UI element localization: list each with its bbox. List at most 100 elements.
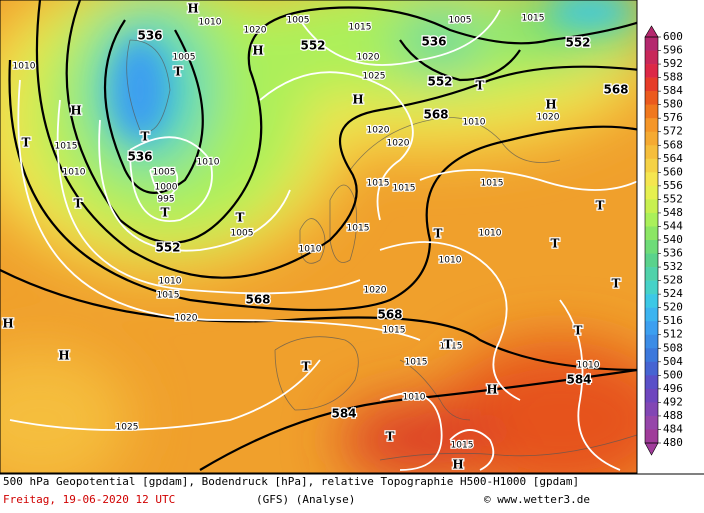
pressure-center: T bbox=[386, 430, 395, 444]
pressure-label: 1005 bbox=[287, 16, 310, 26]
colorbar-label: 592 bbox=[663, 57, 683, 70]
colorbar-label: 556 bbox=[663, 179, 683, 192]
colorbar-label: 532 bbox=[663, 260, 683, 273]
pressure-label: 1010 bbox=[199, 18, 222, 28]
isobars bbox=[9, 9, 637, 471]
colorbar-label: 568 bbox=[663, 138, 683, 151]
pressure-center: H bbox=[58, 349, 69, 363]
colorbar-label: 540 bbox=[663, 233, 683, 246]
pressure-label: 1005 bbox=[231, 229, 254, 239]
colorbar-label: 536 bbox=[663, 247, 683, 260]
colorbar-label: 596 bbox=[663, 44, 683, 57]
colorbar-swatch bbox=[645, 104, 658, 119]
colorbar-label: 504 bbox=[663, 355, 683, 368]
pressure-center: H bbox=[252, 44, 263, 58]
colorbar-label: 560 bbox=[663, 165, 683, 178]
pressure-label: 1010 bbox=[479, 229, 502, 239]
pressure-center: T bbox=[612, 277, 621, 291]
pressure-center: H bbox=[452, 458, 463, 472]
colorbar-label: 500 bbox=[663, 368, 683, 381]
colorbar-swatch bbox=[645, 118, 658, 133]
colorbar-swatch bbox=[645, 158, 658, 173]
colorbar-swatch bbox=[645, 321, 658, 336]
colorbar-label: 580 bbox=[663, 98, 683, 111]
colorbar-label: 488 bbox=[663, 409, 683, 422]
geopotential-label: 568 bbox=[377, 308, 402, 322]
colorbar-swatch bbox=[645, 267, 658, 281]
pressure-center: T bbox=[596, 199, 605, 213]
colorbar-label: 496 bbox=[663, 382, 683, 395]
colorbar-swatch bbox=[645, 361, 658, 376]
pressure-label: 1025 bbox=[116, 423, 139, 433]
pressure-label: 1015 bbox=[481, 179, 504, 189]
geopotential-label: 552 bbox=[565, 36, 590, 50]
map-field bbox=[0, 0, 637, 473]
pressure-label: 1015 bbox=[55, 142, 78, 152]
colorbar-swatch bbox=[645, 334, 658, 349]
colorbar-swatch bbox=[645, 131, 658, 146]
pressure-label: 1010 bbox=[403, 393, 426, 403]
pressure-label: 1010 bbox=[463, 118, 486, 128]
colorbar-label: 528 bbox=[663, 274, 683, 287]
colorbar-swatch bbox=[645, 145, 658, 160]
colorbar-swatch bbox=[645, 375, 658, 390]
colorbar-label: 572 bbox=[663, 125, 683, 138]
colorbar-label: 544 bbox=[663, 219, 683, 232]
colorbar-label: 588 bbox=[663, 71, 683, 84]
pressure-label: 1015 bbox=[440, 342, 463, 352]
pressure-center: T bbox=[236, 211, 245, 225]
pressure-center: T bbox=[434, 227, 443, 241]
footer-model: (GFS) (Analyse) bbox=[256, 493, 355, 506]
pressure-label: 1010 bbox=[299, 245, 322, 255]
coastlines bbox=[126, 39, 637, 461]
colorbar-swatch bbox=[645, 199, 658, 214]
colorbar-swatch bbox=[645, 388, 658, 403]
pressure-label: 1020 bbox=[357, 53, 380, 63]
footer-date: Freitag, 19-06-2020 12 UTC bbox=[3, 493, 175, 506]
pressure-label: 1010 bbox=[63, 168, 86, 178]
colorbar-swatch bbox=[645, 50, 658, 65]
pressure-label: 1015 bbox=[522, 14, 545, 24]
colorbar-swatch bbox=[645, 91, 658, 105]
colorbar-label: 564 bbox=[663, 152, 683, 165]
pressure-center: T bbox=[174, 65, 183, 79]
colorbar-arrow-top bbox=[644, 25, 659, 38]
pressure-center: T bbox=[574, 324, 583, 338]
colorbar-swatch bbox=[645, 348, 658, 363]
colorbar-arrow-bottom bbox=[644, 442, 659, 456]
colorbar-swatch bbox=[645, 226, 658, 241]
colorbar-label: 516 bbox=[663, 314, 683, 327]
colorbar-swatch bbox=[645, 185, 658, 200]
footer-description: 500 hPa Geopotential [gpdam], Bodendruck… bbox=[3, 475, 579, 488]
pressure-label: 1005 bbox=[449, 16, 472, 26]
pressure-label: 1000 bbox=[155, 183, 178, 193]
pressure-label: 1020 bbox=[537, 113, 560, 123]
geopotential-label: 568 bbox=[423, 108, 448, 122]
pressure-label: 1010 bbox=[439, 256, 462, 266]
geopotential-label: 584 bbox=[331, 407, 356, 421]
pressure-label: 1020 bbox=[244, 26, 267, 36]
pressure-center: T bbox=[302, 360, 311, 374]
pressure-center: H bbox=[70, 104, 81, 118]
colorbar-label: 492 bbox=[663, 395, 683, 408]
pressure-label: 1015 bbox=[383, 326, 406, 336]
pressure-label: 1015 bbox=[367, 179, 390, 189]
pressure-center: T bbox=[476, 79, 485, 93]
pressure-label: 1025 bbox=[363, 72, 386, 82]
colorbar-swatch bbox=[645, 240, 658, 254]
colorbar-label: 520 bbox=[663, 301, 683, 314]
pressure-label: 1020 bbox=[367, 126, 390, 136]
colorbar-label: 480 bbox=[663, 436, 683, 449]
pressure-label: 1020 bbox=[175, 314, 198, 324]
colorbar-swatch bbox=[645, 429, 658, 444]
pressure-label: 1005 bbox=[173, 53, 196, 63]
colorbar-swatch bbox=[645, 212, 658, 227]
colorbar-label: 600 bbox=[663, 30, 683, 43]
pressure-label: 1010 bbox=[159, 277, 182, 287]
geopotential-label: 552 bbox=[300, 39, 325, 53]
pressure-label: 995 bbox=[157, 195, 174, 205]
pressure-center: H bbox=[2, 317, 13, 331]
colorbar-swatch bbox=[645, 415, 658, 430]
